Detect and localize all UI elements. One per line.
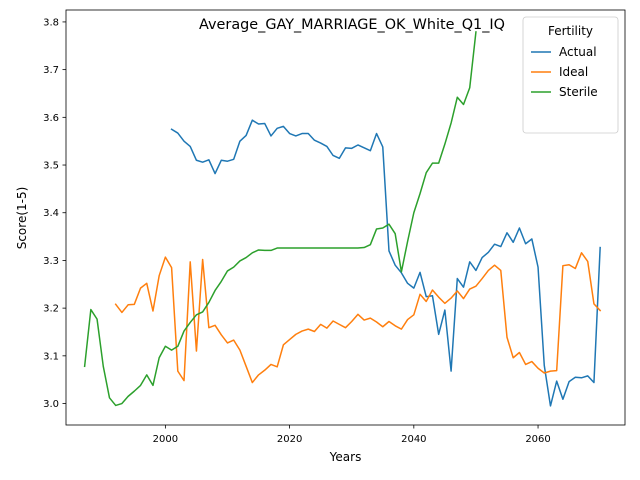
y-tick-label: 3.8 — [43, 17, 59, 28]
x-axis: 2000 2020 2040 2060 — [153, 425, 551, 445]
legend-label-sterile: Sterile — [559, 85, 598, 99]
y-tick-label: 3.2 — [43, 304, 59, 315]
series-line-ideal — [114, 252, 602, 384]
legend-entries: Actual Ideal Sterile — [531, 45, 598, 99]
y-tick-label: 3.7 — [43, 65, 59, 76]
y-tick-label: 3.0 — [43, 399, 59, 410]
y-tick-label: 3.1 — [43, 351, 59, 362]
plot-area — [83, 31, 602, 407]
x-tick-label: 2060 — [525, 434, 550, 445]
legend-box — [522, 16, 619, 134]
y-tick-label: 3.4 — [43, 208, 59, 219]
chart-title: Average_GAY_MARRIAGE_OK_White_Q1_IQ — [199, 17, 505, 33]
y-axis: 3.0 3.1 3.2 3.3 3.4 3.5 3.6 3.7 3.8 — [43, 17, 66, 410]
x-tick-label: 2020 — [277, 434, 302, 445]
legend: Fertility Actual Ideal Sterile — [522, 16, 619, 134]
y-tick-label: 3.6 — [43, 113, 59, 124]
legend-label-actual: Actual — [559, 45, 597, 59]
legend-title: Fertility — [548, 24, 593, 38]
legend-label-ideal: Ideal — [559, 65, 588, 79]
plot-frame — [65, 9, 626, 426]
x-tick-label: 2040 — [401, 434, 426, 445]
y-tick-label: 3.5 — [43, 161, 59, 172]
series-line-actual — [170, 119, 601, 407]
y-axis-label: Score(1-5) — [15, 187, 29, 250]
x-axis-label: Years — [329, 450, 362, 464]
y-tick-label: 3.3 — [43, 256, 59, 267]
series-line-sterile — [83, 31, 477, 407]
x-tick-label: 2000 — [153, 434, 178, 445]
